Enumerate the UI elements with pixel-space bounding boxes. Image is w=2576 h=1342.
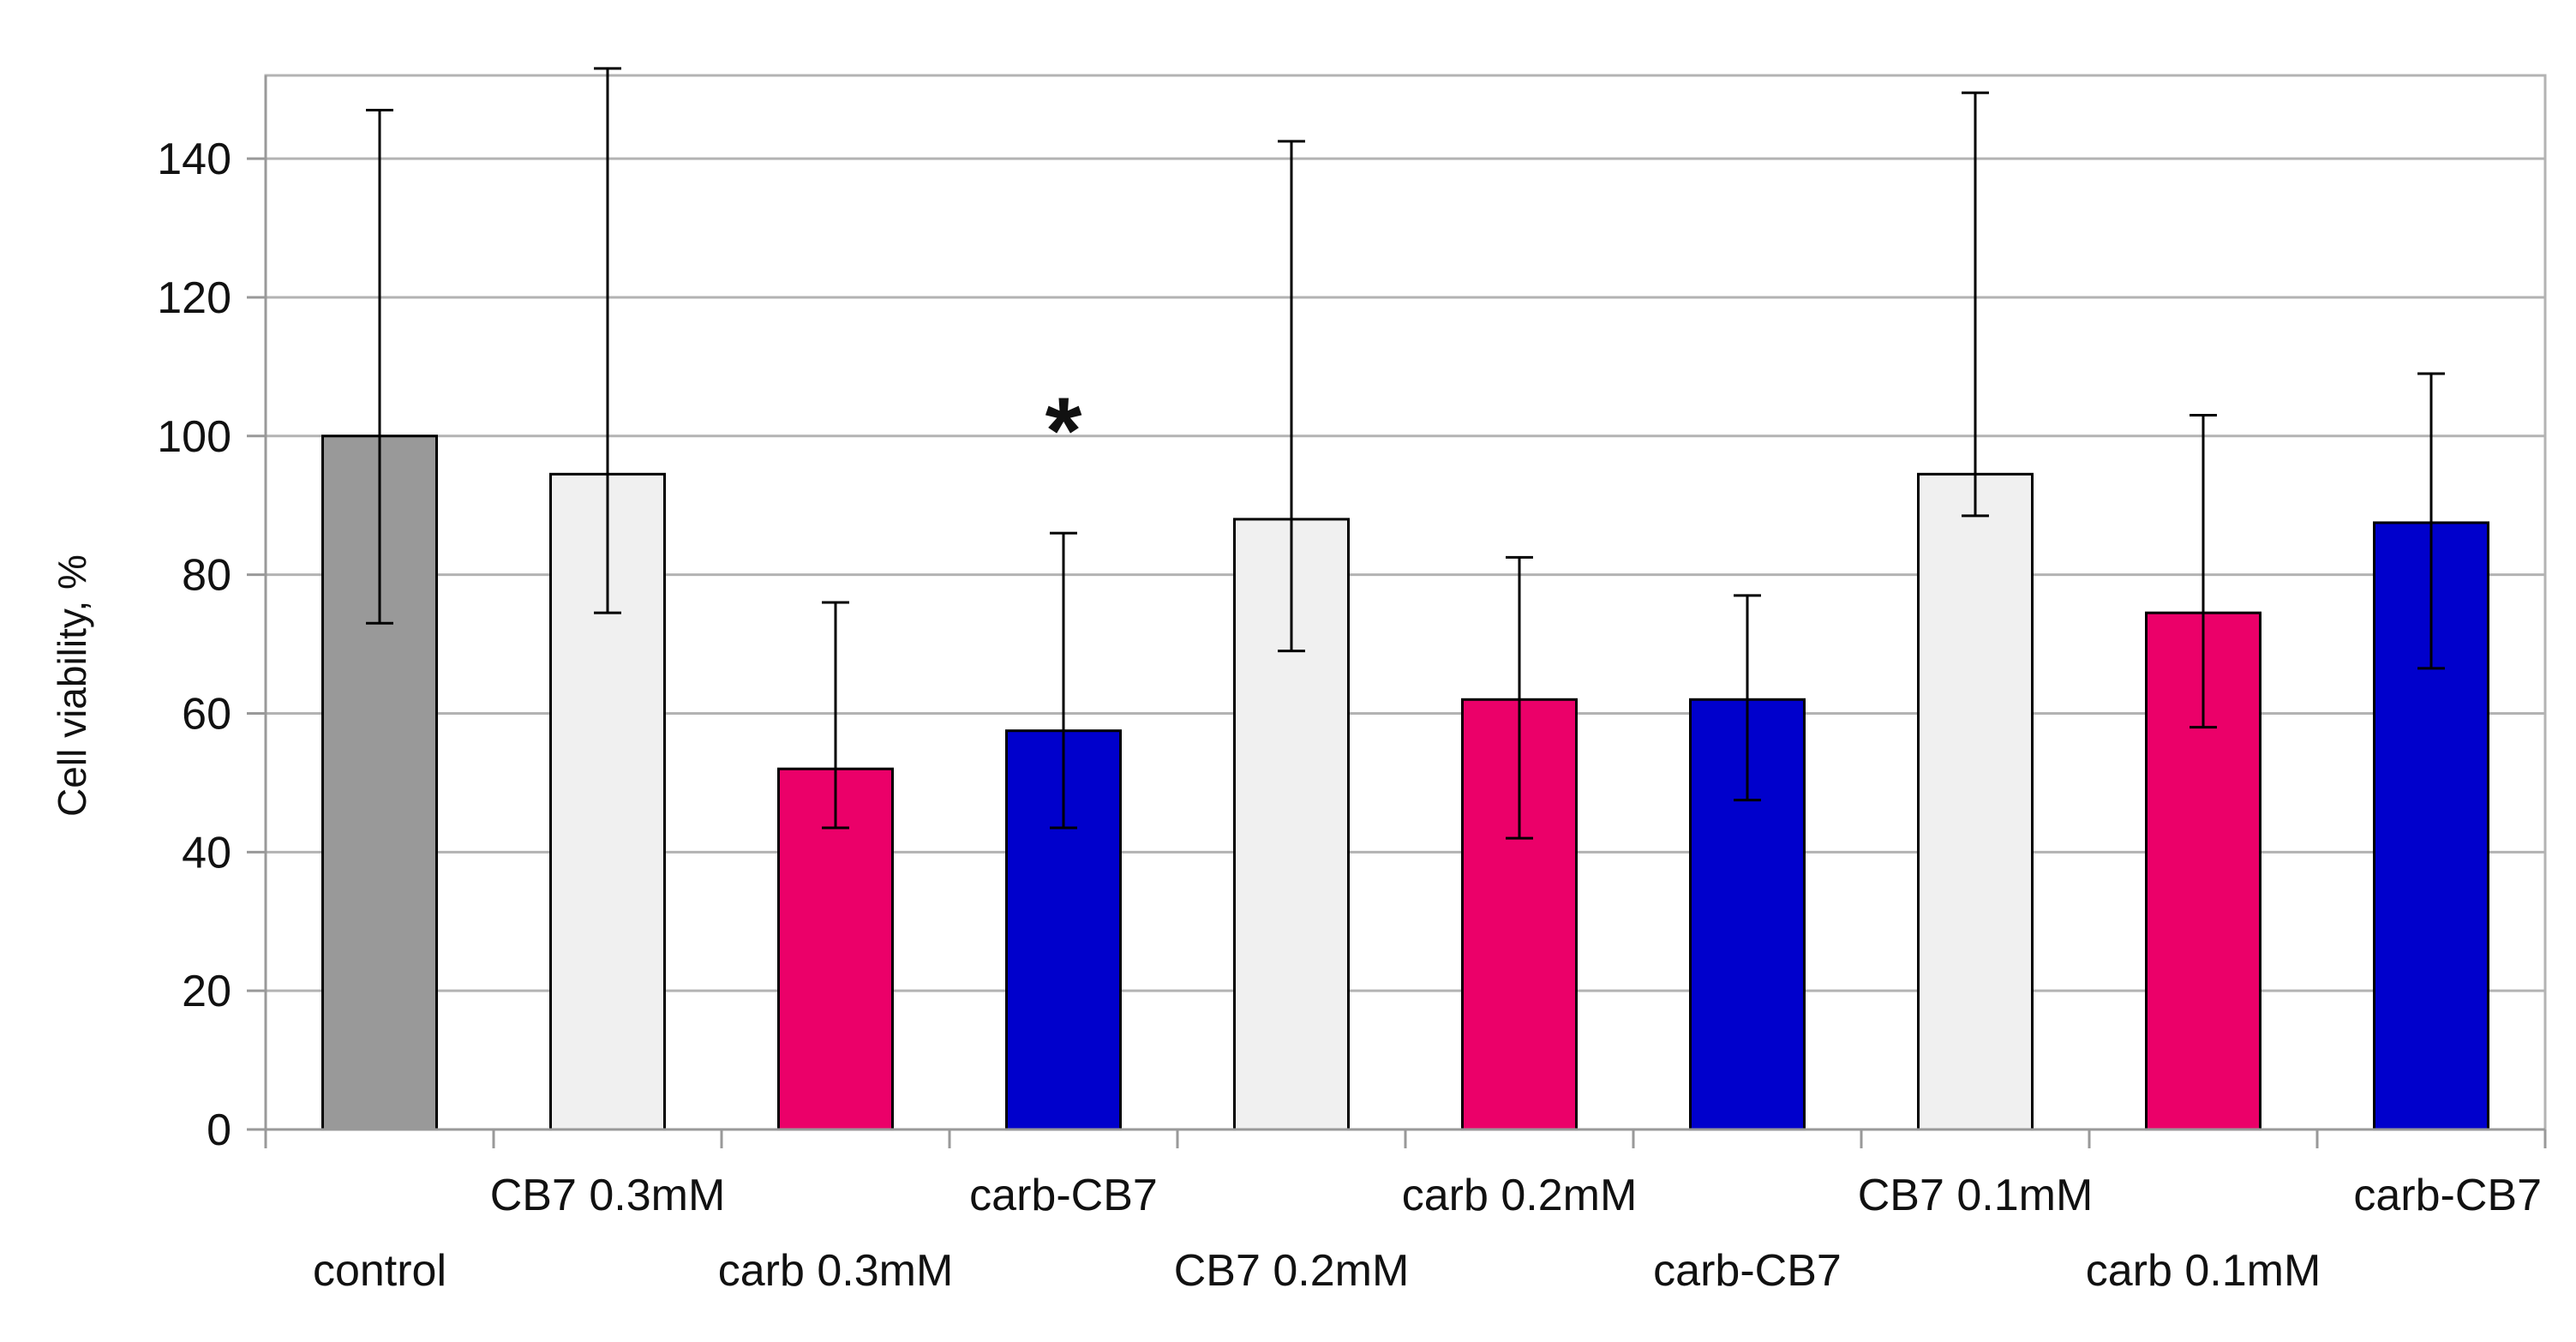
x-category-label: carb-CB7	[2353, 1171, 2542, 1220]
x-category-label: CB7 0.3mM	[490, 1171, 726, 1220]
axes	[247, 75, 2547, 1148]
y-tick-label: 60	[182, 689, 231, 739]
x-category-label: carb 0.2mM	[1402, 1171, 1638, 1220]
labels: 0 20 40 60 80 100 120 140 control CB7 0.3mM carb 0…	[157, 135, 2542, 1296]
y-tick-label: 0	[207, 1105, 231, 1155]
y-tick-label: 100	[157, 412, 231, 462]
bar-8	[1917, 472, 2034, 1131]
significance-asterisk: *	[1045, 379, 1082, 484]
x-category-label: CB7 0.2mM	[1174, 1246, 1410, 1296]
y-tick-label: 20	[182, 967, 231, 1016]
bars	[321, 434, 2489, 1131]
x-category-label: control	[313, 1246, 446, 1296]
x-category-label: carb 0.1mM	[2086, 1246, 2321, 1296]
x-category-label: CB7 0.1mM	[1858, 1171, 2094, 1220]
y-tick-label: 120	[157, 273, 231, 323]
x-category-label: carb-CB7	[969, 1171, 1158, 1220]
y-tick-label: 80	[182, 551, 231, 601]
y-tick-label: 140	[157, 135, 231, 184]
x-category-label: carb 0.3mM	[718, 1246, 954, 1296]
x-category-label: carb-CB7	[1653, 1246, 1842, 1296]
y-tick-label: 40	[182, 828, 231, 878]
error-bars	[366, 67, 2445, 840]
y-axis-title: Cell viability, %	[50, 554, 94, 817]
